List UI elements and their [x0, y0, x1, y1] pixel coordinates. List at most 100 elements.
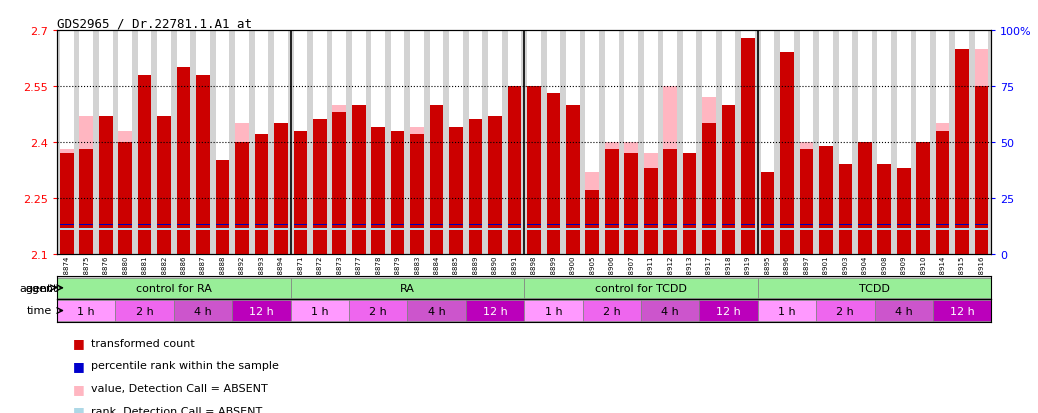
Bar — [761, 228, 774, 230]
Bar — [877, 224, 891, 226]
Bar — [625, 31, 638, 254]
Bar — [566, 116, 579, 254]
Bar — [274, 124, 288, 254]
FancyBboxPatch shape — [874, 301, 933, 321]
Bar — [877, 31, 891, 254]
Bar — [527, 31, 541, 254]
Bar — [625, 142, 638, 254]
Text: RA: RA — [400, 283, 415, 293]
FancyBboxPatch shape — [816, 301, 874, 321]
Bar — [819, 146, 832, 254]
Bar — [819, 161, 832, 254]
Bar — [936, 124, 950, 254]
Bar — [761, 172, 774, 254]
Text: ■: ■ — [73, 336, 84, 349]
Bar — [488, 228, 501, 230]
Bar — [858, 142, 872, 254]
Text: 4 h: 4 h — [428, 306, 445, 316]
Bar — [254, 135, 268, 254]
Bar — [236, 228, 249, 230]
FancyBboxPatch shape — [758, 278, 991, 298]
Bar — [508, 87, 521, 254]
Bar — [917, 142, 930, 254]
Bar — [644, 169, 657, 254]
Bar — [372, 224, 385, 226]
Bar — [158, 224, 171, 226]
Bar — [488, 116, 501, 254]
Bar — [352, 228, 365, 230]
Bar — [196, 224, 210, 226]
Bar — [99, 150, 112, 254]
Bar — [936, 224, 950, 226]
Bar — [917, 142, 930, 254]
Bar — [566, 105, 579, 254]
Bar — [585, 172, 599, 254]
Bar — [877, 228, 891, 230]
Bar — [158, 31, 171, 254]
Bar — [99, 228, 112, 230]
Bar — [508, 31, 521, 254]
Bar — [761, 172, 774, 254]
Text: 2 h: 2 h — [370, 306, 387, 316]
Bar — [99, 224, 112, 226]
Text: 12 h: 12 h — [249, 306, 274, 316]
Bar — [216, 228, 229, 230]
Bar — [663, 31, 677, 254]
Bar — [469, 224, 483, 226]
Bar — [858, 228, 872, 230]
Bar — [975, 50, 988, 254]
Bar — [819, 224, 832, 226]
Bar — [761, 31, 774, 254]
Bar — [410, 224, 424, 226]
Bar — [236, 124, 249, 254]
Bar — [936, 131, 950, 254]
Bar — [332, 113, 346, 254]
Bar — [839, 31, 852, 254]
Bar — [60, 31, 74, 254]
Bar — [352, 131, 365, 254]
Text: 2 h: 2 h — [837, 306, 854, 316]
Bar — [352, 31, 365, 254]
Bar — [781, 87, 794, 254]
Text: agent: agent — [20, 283, 52, 293]
Bar — [158, 116, 171, 254]
Bar — [721, 31, 735, 254]
Text: 2 h: 2 h — [603, 306, 621, 316]
Bar — [741, 38, 755, 254]
Bar — [216, 224, 229, 226]
FancyBboxPatch shape — [700, 301, 758, 321]
Bar — [391, 131, 405, 254]
Bar — [781, 53, 794, 254]
Bar — [216, 31, 229, 254]
Bar — [721, 224, 735, 226]
Text: percentile rank within the sample: percentile rank within the sample — [91, 361, 279, 370]
Bar — [703, 98, 716, 254]
FancyBboxPatch shape — [115, 301, 174, 321]
Text: 1 h: 1 h — [545, 306, 563, 316]
Bar — [236, 31, 249, 254]
Bar — [449, 224, 463, 226]
Bar — [897, 169, 910, 254]
Bar — [975, 87, 988, 254]
Bar — [294, 131, 307, 254]
Bar — [352, 224, 365, 226]
Bar — [585, 31, 599, 254]
Bar — [839, 224, 852, 226]
Bar — [138, 31, 152, 254]
FancyBboxPatch shape — [933, 301, 991, 321]
Bar — [176, 68, 190, 254]
Bar — [410, 228, 424, 230]
Bar — [391, 228, 405, 230]
Bar — [469, 120, 483, 254]
FancyBboxPatch shape — [640, 301, 700, 321]
Bar — [839, 228, 852, 230]
Bar — [721, 105, 735, 254]
Bar — [508, 94, 521, 254]
Text: 1 h: 1 h — [311, 306, 329, 316]
Bar — [274, 31, 288, 254]
Bar — [781, 224, 794, 226]
Bar — [138, 124, 152, 254]
Bar — [469, 228, 483, 230]
FancyBboxPatch shape — [466, 301, 524, 321]
Bar — [176, 87, 190, 254]
